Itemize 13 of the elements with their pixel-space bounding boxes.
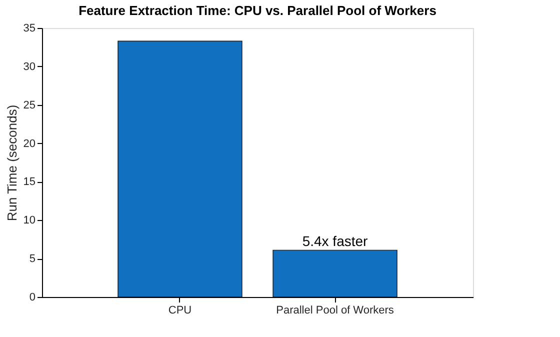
y-tick-label: 20 <box>23 138 36 150</box>
y-tick-label: 10 <box>23 214 36 227</box>
y-tick-label: 0 <box>29 292 36 304</box>
y-tick-label: 30 <box>23 60 36 73</box>
y-tick-label: 25 <box>23 99 36 112</box>
y-axis-title: Run Time (seconds) <box>4 104 20 222</box>
y-tick-label: 15 <box>23 176 36 188</box>
x-tick-label: CPU <box>168 304 192 316</box>
y-tick-label: 35 <box>23 22 36 34</box>
x-tick-label: Parallel Pool of Workers <box>276 304 394 316</box>
chart-title: Feature Extraction Time: CPU vs. Parallel Pool of Workers <box>78 3 436 18</box>
y-tick-label: 5 <box>29 253 36 266</box>
annotation: 5.4x faster <box>302 233 368 250</box>
